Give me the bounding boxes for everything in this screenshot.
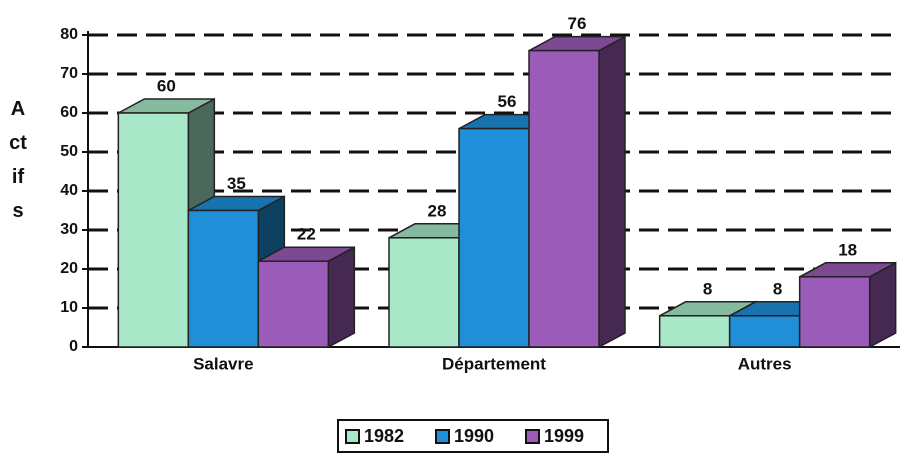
data-label: 8 — [703, 279, 712, 298]
data-label: 60 — [157, 76, 176, 95]
bar-side — [327, 245, 356, 349]
bar — [257, 260, 330, 348]
x-tick-label: Département — [442, 354, 546, 373]
bar — [798, 276, 871, 348]
bar — [458, 127, 530, 348]
y-tick-label: 30 — [60, 221, 78, 238]
legend-label: 1982 — [364, 426, 404, 446]
y-tick-label: 80 — [60, 26, 78, 43]
y-tick-label: 0 — [69, 338, 78, 355]
data-label: 22 — [297, 225, 316, 244]
y-axis-label: Actifs — [9, 98, 27, 222]
legend-box — [337, 419, 609, 453]
bar — [388, 237, 460, 348]
legend-swatch — [345, 429, 360, 444]
data-label: 18 — [838, 240, 857, 259]
legend-swatch — [525, 429, 540, 444]
y-tick-label: 20 — [60, 260, 78, 277]
legend-swatch — [435, 429, 450, 444]
x-tick-label: Autres — [738, 354, 792, 373]
data-label: 28 — [428, 201, 447, 220]
legend-label: 1990 — [454, 426, 494, 446]
data-label: 35 — [227, 174, 246, 193]
y-tick-label: 40 — [60, 182, 78, 199]
y-tick-label: 70 — [60, 65, 78, 82]
bar — [528, 49, 600, 348]
bar — [728, 315, 801, 348]
y-tick-label: 10 — [60, 299, 78, 316]
bar — [187, 209, 260, 348]
data-label: 76 — [568, 14, 587, 33]
bar — [117, 112, 190, 348]
bar — [658, 315, 731, 348]
y-tick-label: 50 — [60, 143, 78, 160]
x-tick-label: Salavre — [193, 354, 254, 373]
bar-side — [598, 35, 626, 349]
legend-label: 1999 — [544, 426, 584, 446]
data-label: 8 — [773, 279, 782, 298]
data-label: 56 — [498, 92, 517, 111]
y-tick-label: 60 — [60, 104, 78, 121]
